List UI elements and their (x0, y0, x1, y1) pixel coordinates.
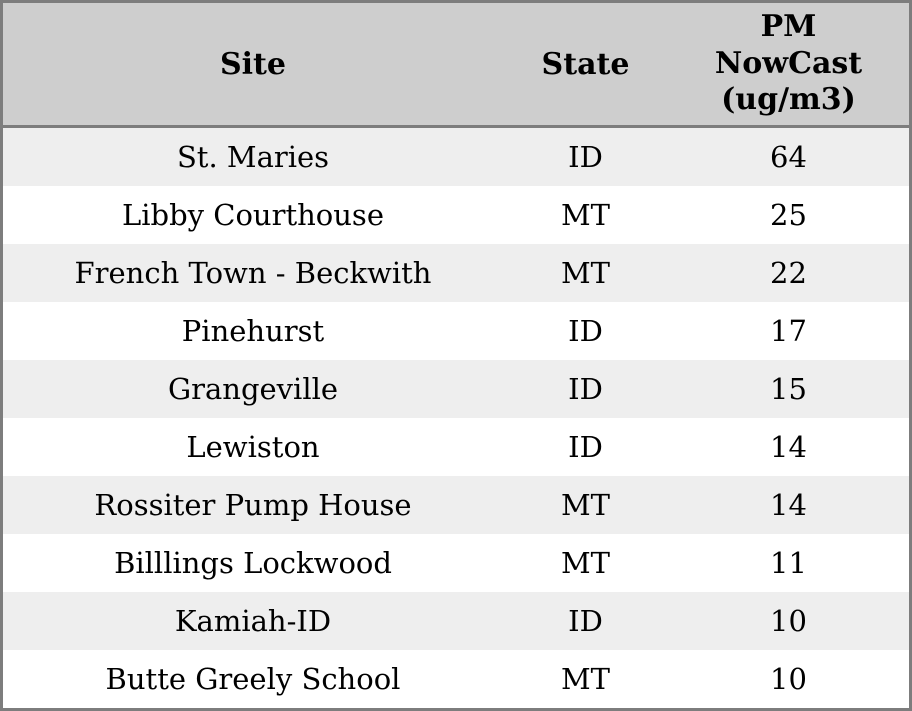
state-cell: ID (568, 372, 603, 406)
column-header-site: Site (219, 46, 286, 82)
table-body: St. Maries ID 64 Libby Courthouse MT 25 … (3, 128, 909, 708)
site-cell: Butte Greely School (105, 662, 401, 696)
pm-value-cell: 25 (770, 198, 807, 232)
site-cell: Grangeville (167, 372, 339, 406)
table-row: Butte Greely School MT 10 (3, 650, 909, 708)
pm-value-cell: 11 (770, 546, 807, 580)
pm-value-cell: 14 (770, 488, 807, 522)
pm-value-cell: 14 (770, 430, 807, 464)
table-row: French Town - Beckwith MT 22 (3, 244, 909, 302)
state-cell: ID (568, 314, 603, 348)
table-row: St. Maries ID 64 (3, 128, 909, 186)
site-cell: Lewiston (186, 430, 320, 464)
site-cell: St. Maries (176, 140, 330, 174)
table-row: Rossiter Pump House MT 14 (3, 476, 909, 534)
site-cell: Billlings Lockwood (114, 546, 392, 580)
state-cell: MT (560, 546, 611, 580)
table-header-row: Site State PM NowCast (ug/m3) (3, 3, 909, 128)
pm-value-cell: 15 (770, 372, 807, 406)
pm-value-cell: 10 (770, 604, 807, 638)
table-row: Kamiah-ID ID 10 (3, 592, 909, 650)
site-cell: Libby Courthouse (122, 198, 384, 232)
table-row: Pinehurst ID 17 (3, 302, 909, 360)
column-header-pm-nowcast-label: PM NowCast (ug/m3) (714, 9, 863, 118)
state-cell: MT (560, 198, 611, 232)
site-cell: Rossiter Pump House (94, 488, 412, 522)
site-cell: French Town - Beckwith (74, 256, 432, 290)
state-cell: MT (560, 662, 611, 696)
pm-value-cell: 10 (770, 662, 807, 696)
column-header-state: State (541, 46, 630, 82)
site-cell: Pinehurst (181, 314, 325, 348)
state-cell: ID (568, 430, 603, 464)
table-row: Grangeville ID 15 (3, 360, 909, 418)
site-cell: Kamiah-ID (174, 604, 332, 638)
state-cell: MT (560, 488, 611, 522)
state-cell: MT (560, 256, 611, 290)
table-row: Libby Courthouse MT 25 (3, 186, 909, 244)
column-header-pm-nowcast: PM NowCast (ug/m3) (668, 3, 909, 125)
pm-value-cell: 22 (770, 256, 807, 290)
table-row: Billlings Lockwood MT 11 (3, 534, 909, 592)
pm-value-cell: 17 (770, 314, 807, 348)
pm-value-cell: 64 (770, 140, 807, 174)
state-cell: ID (568, 140, 603, 174)
state-cell: ID (568, 604, 603, 638)
table-row: Lewiston ID 14 (3, 418, 909, 476)
